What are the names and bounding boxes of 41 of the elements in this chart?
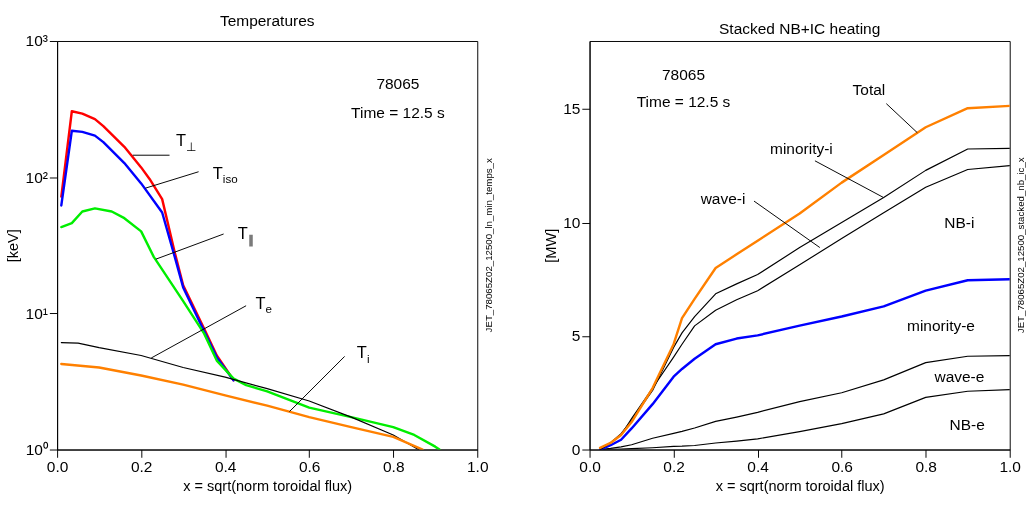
text: JET_78065Z02_12500_stacked_nb_ic_x (1015, 157, 1027, 334)
x-tick-label: 1.0 (467, 458, 489, 476)
annotation: 78065 (661, 65, 705, 83)
annotation: Time = 12.5 s (351, 104, 445, 122)
x-tick-label: 0.6 (298, 458, 321, 476)
x-tick-label: 0.4 (747, 458, 770, 476)
annotation: minority-i (770, 140, 833, 158)
annotation: NB-i (944, 213, 975, 231)
x-tick-label: 0.8 (915, 458, 937, 476)
x-axis-title: x = sqrt(norm toroidal flux) (183, 477, 353, 494)
annotation: T⊥ (175, 131, 196, 154)
x-tick-label: 0.4 (214, 458, 237, 476)
annotation: Time = 12.5 s (636, 92, 731, 110)
y-axis-title: [keV] (5, 229, 22, 263)
annotation: minority-e (907, 317, 975, 335)
y-tick-label: 10² (25, 168, 48, 186)
x-tick-label: 0.0 (579, 458, 601, 476)
x-tick-label: 0.8 (382, 458, 405, 476)
y-tick-label: 10³ (25, 32, 48, 50)
y-tick-label: 10 (563, 213, 581, 231)
chart-title: Stacked NB+IC heating (719, 20, 881, 38)
chart-title: Temperatures (219, 12, 315, 30)
x-tick-label: 0.2 (663, 458, 685, 476)
annotation: NB-e (949, 416, 985, 434)
y-tick-label: 10¹ (25, 304, 48, 322)
annotation: 78065 (376, 75, 420, 93)
annotation: wave-i (699, 189, 746, 207)
y-axis-title: [MW] (543, 228, 560, 263)
x-axis-title: x = sqrt(norm toroidal flux) (715, 477, 885, 494)
annotation: Total (852, 80, 886, 98)
x-tick-label: 1.0 (999, 458, 1021, 476)
y-tick-label: 10⁰ (25, 440, 49, 458)
text: JET_78065Z02_12500_ln_min_temps_x (482, 158, 494, 333)
y-tick-label: 0 (571, 440, 581, 458)
y-tick-label: 5 (571, 327, 581, 345)
x-tick-label: 0.0 (46, 458, 69, 476)
x-tick-label: 0.2 (130, 458, 153, 476)
x-tick-label: 0.6 (831, 458, 853, 476)
annotation: T∥ (237, 223, 254, 247)
annotation: wave-e (933, 367, 985, 385)
y-tick-label: 15 (563, 100, 581, 118)
